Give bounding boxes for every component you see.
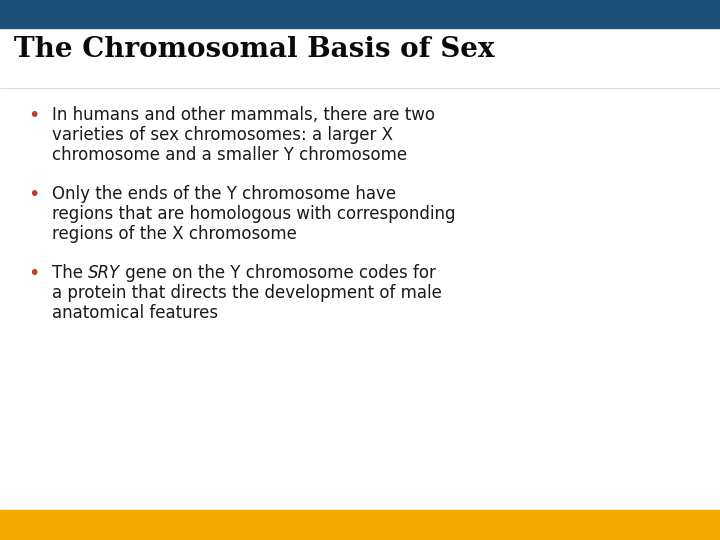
Text: The Chromosomal Basis of Sex: The Chromosomal Basis of Sex — [14, 36, 495, 63]
Text: In humans and other mammals, there are two: In humans and other mammals, there are t… — [52, 106, 435, 124]
Text: regions that are homologous with corresponding: regions that are homologous with corresp… — [52, 205, 456, 223]
Text: SRY: SRY — [89, 265, 120, 282]
Text: gene on the Y chromosome codes for: gene on the Y chromosome codes for — [120, 265, 436, 282]
Text: regions of the X chromosome: regions of the X chromosome — [52, 225, 297, 243]
Text: •: • — [28, 265, 40, 284]
Text: The: The — [52, 265, 89, 282]
Text: a protein that directs the development of male: a protein that directs the development o… — [52, 284, 442, 302]
Bar — [0, 0, 720, 28]
Text: Only the ends of the Y chromosome have: Only the ends of the Y chromosome have — [52, 185, 396, 203]
Text: •: • — [28, 106, 40, 125]
Bar — [0, 510, 720, 540]
Text: •: • — [28, 185, 40, 204]
Text: anatomical features: anatomical features — [52, 304, 218, 322]
Text: © 2011 Pearson Education, Inc.: © 2011 Pearson Education, Inc. — [10, 520, 175, 530]
Text: varieties of sex chromosomes: a larger X: varieties of sex chromosomes: a larger X — [52, 126, 393, 144]
Text: chromosome and a smaller Y chromosome: chromosome and a smaller Y chromosome — [52, 146, 407, 164]
